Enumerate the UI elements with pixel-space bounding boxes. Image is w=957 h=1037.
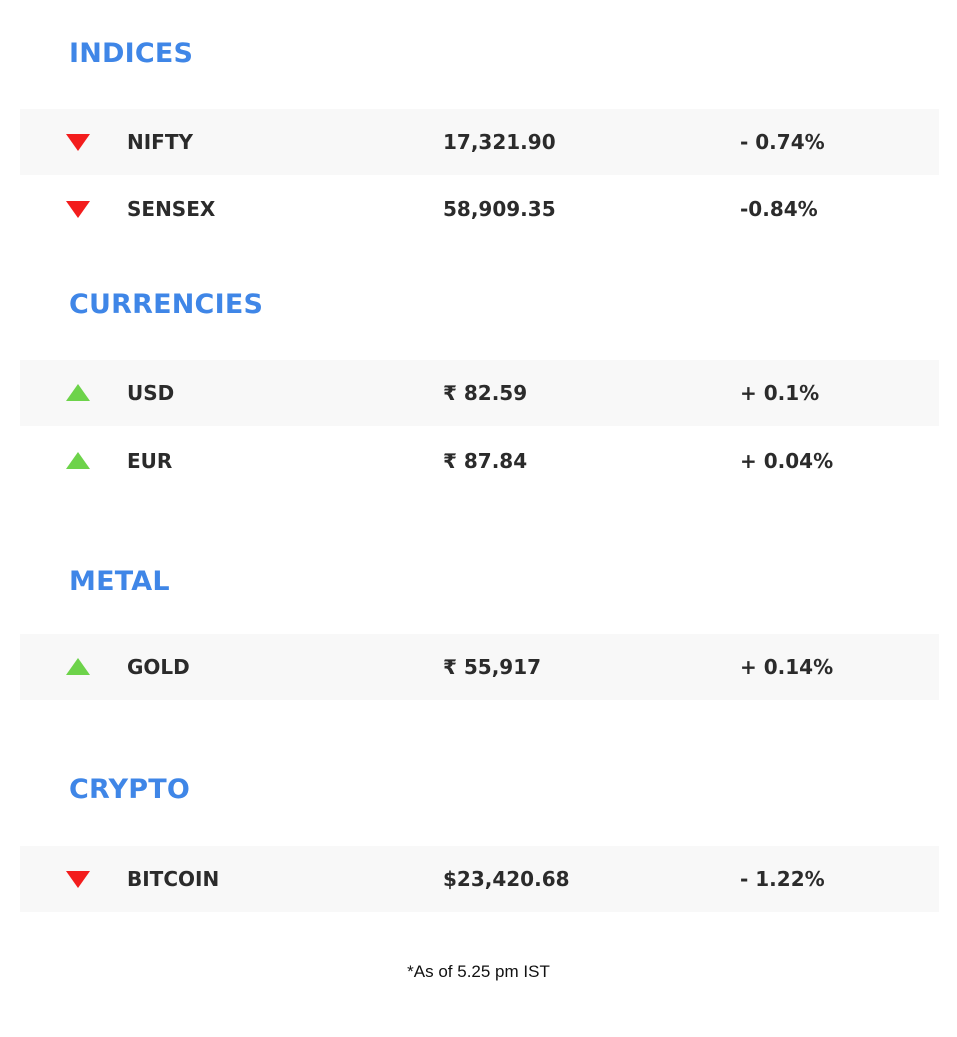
triangle-down-icon — [66, 134, 90, 151]
section-title-indices: INDICES — [69, 38, 194, 69]
instrument-change: + 0.04% — [740, 449, 834, 473]
triangle-down-icon — [66, 201, 90, 218]
instrument-change: - 0.74% — [740, 130, 825, 154]
instrument-name: GOLD — [127, 655, 190, 679]
section-title-crypto: CRYPTO — [69, 774, 191, 805]
instrument-value: ₹ 87.84 — [443, 449, 528, 473]
table-row-usd[interactable]: USD ₹ 82.59 + 0.1% — [20, 360, 939, 426]
instrument-change: + 0.1% — [740, 381, 820, 405]
table-row-sensex[interactable]: SENSEX 58,909.35 -0.84% — [20, 176, 939, 242]
instrument-value: 17,321.90 — [443, 130, 556, 154]
instrument-value: $23,420.68 — [443, 867, 570, 891]
instrument-value: 58,909.35 — [443, 197, 556, 221]
table-row-gold[interactable]: GOLD ₹ 55,917 + 0.14% — [20, 634, 939, 700]
instrument-value: ₹ 82.59 — [443, 381, 528, 405]
triangle-up-icon — [66, 658, 90, 675]
instrument-change: - 1.22% — [740, 867, 825, 891]
instrument-value: ₹ 55,917 — [443, 655, 542, 679]
section-title-metal: METAL — [69, 566, 170, 597]
table-row-eur[interactable]: EUR ₹ 87.84 + 0.04% — [20, 428, 939, 494]
triangle-up-icon — [66, 452, 90, 469]
instrument-name: SENSEX — [127, 197, 216, 221]
instrument-name: USD — [127, 381, 175, 405]
timestamp-footnote: *As of 5.25 pm IST — [407, 962, 550, 981]
instrument-name: EUR — [127, 449, 173, 473]
triangle-down-icon — [66, 871, 90, 888]
triangle-up-icon — [66, 384, 90, 401]
table-row-bitcoin[interactable]: BITCOIN $23,420.68 - 1.22% — [20, 846, 939, 912]
instrument-name: NIFTY — [127, 130, 193, 154]
instrument-name: BITCOIN — [127, 867, 220, 891]
instrument-change: + 0.14% — [740, 655, 834, 679]
section-title-currencies: CURRENCIES — [69, 289, 264, 320]
table-row-nifty[interactable]: NIFTY 17,321.90 - 0.74% — [20, 109, 939, 175]
instrument-change: -0.84% — [740, 197, 818, 221]
